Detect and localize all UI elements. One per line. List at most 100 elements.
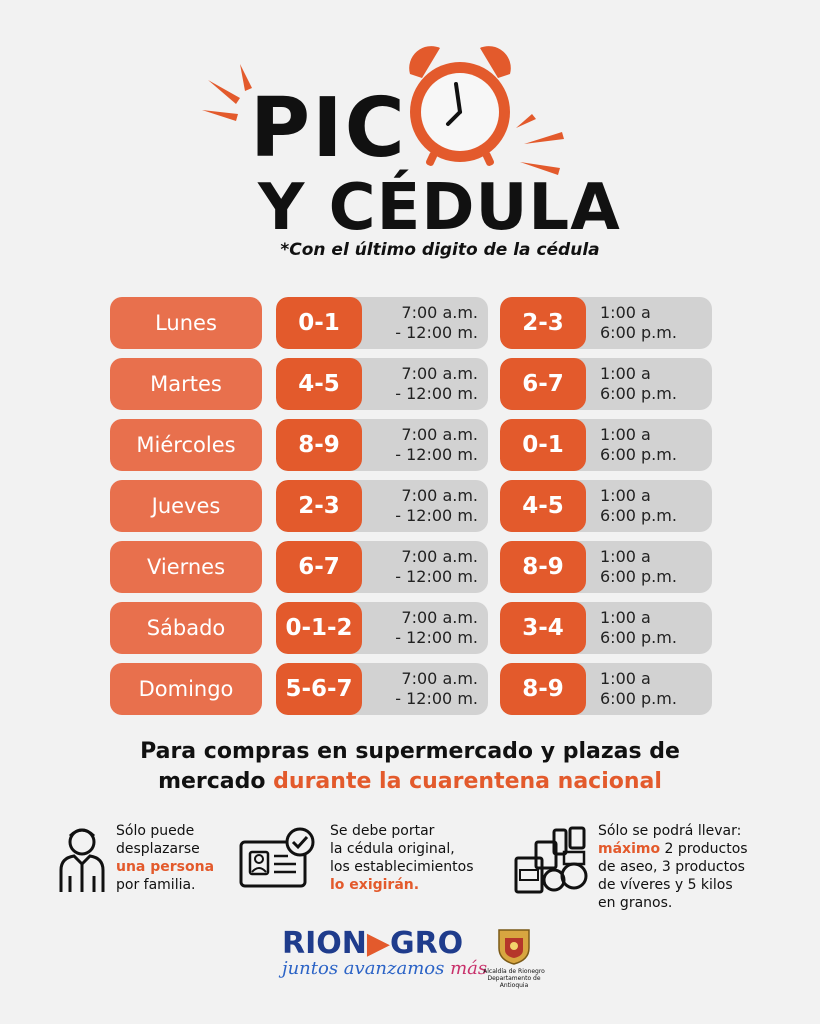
schedule-row: Domingo 5-6-7 7:00 a.m. - 12:00 m. 8-9 1… (110, 663, 712, 715)
day-label: Viernes (110, 541, 262, 593)
header: PIC Y CÉDULA *Con el último digito de la… (0, 0, 820, 270)
note-line-1: Para compras en supermercado y plazas de (140, 739, 680, 764)
day-label: Sábado (110, 602, 262, 654)
info-goods-line: de aseo, 3 productos (598, 859, 745, 875)
afternoon-time-end: 6:00 p.m. (600, 567, 677, 586)
afternoon-time-start: 1:00 a (600, 364, 651, 383)
afternoon-time-start: 1:00 a (600, 425, 651, 444)
afternoon-time-end: 6:00 p.m. (600, 628, 677, 647)
info-person-line: por familia. (116, 877, 196, 893)
morning-time: 7:00 a.m. - 12:00 m. (362, 297, 488, 349)
afternoon-time-end: 6:00 p.m. (600, 445, 677, 464)
schedule-row: Miércoles 8-9 7:00 a.m. - 12:00 m. 0-1 1… (110, 419, 712, 471)
afternoon-digits: 6-7 (500, 358, 586, 410)
afternoon-digits: 3-4 (500, 602, 586, 654)
alarm-burst-left-icon (202, 64, 252, 121)
afternoon-time: 1:00 a 6:00 p.m. (600, 358, 712, 410)
info-goods: Sólo se podrá llevar: máximo 2 productos… (598, 822, 748, 912)
info-goods-line: de víveres y 5 kilos (598, 877, 733, 893)
afternoon-time-start: 1:00 a (600, 547, 651, 566)
logo-part-b: GRO (389, 926, 464, 961)
afternoon-digits: 8-9 (500, 541, 586, 593)
morning-digits: 5-6-7 (276, 663, 362, 715)
morning-slot: 2-3 7:00 a.m. - 12:00 m. (276, 480, 488, 532)
info-id-line: la cédula original, (330, 841, 455, 857)
person-icon (59, 828, 105, 892)
afternoon-time: 1:00 a 6:00 p.m. (600, 663, 712, 715)
morning-slot: 6-7 7:00 a.m. - 12:00 m. (276, 541, 488, 593)
schedule-table: Lunes 0-1 7:00 a.m. - 12:00 m. 2-3 1:00 … (110, 297, 712, 724)
morning-slot: 0-1 7:00 a.m. - 12:00 m. (276, 297, 488, 349)
day-label: Martes (110, 358, 262, 410)
afternoon-time: 1:00 a 6:00 p.m. (600, 419, 712, 471)
afternoon-time-end: 6:00 p.m. (600, 323, 677, 342)
slogan-mas: más (450, 958, 488, 979)
afternoon-time: 1:00 a 6:00 p.m. (600, 480, 712, 532)
morning-slot: 0-1-2 7:00 a.m. - 12:00 m. (276, 602, 488, 654)
afternoon-slot: 2-3 1:00 a 6:00 p.m. (500, 297, 712, 349)
morning-time-start: 7:00 a.m. (401, 425, 478, 444)
logo-part-a: RION (282, 926, 367, 961)
morning-time-end: - 12:00 m. (395, 689, 478, 708)
note-line-2-plain: mercado (158, 769, 274, 794)
morning-digits: 4-5 (276, 358, 362, 410)
day-label: Miércoles (110, 419, 262, 471)
info-person: Sólo puede desplazarse una persona por f… (116, 822, 214, 894)
morning-time-end: - 12:00 m. (395, 506, 478, 525)
afternoon-time-start: 1:00 a (600, 486, 651, 505)
schedule-row: Sábado 0-1-2 7:00 a.m. - 12:00 m. 3-4 1:… (110, 602, 712, 654)
morning-digits: 2-3 (276, 480, 362, 532)
info-person-highlight: una persona (116, 859, 215, 875)
morning-time-end: - 12:00 m. (395, 384, 478, 403)
morning-digits: 6-7 (276, 541, 362, 593)
rionegro-logo: RION▶GRO (282, 926, 463, 961)
morning-time: 7:00 a.m. - 12:00 m. (362, 358, 488, 410)
info-id-line: Se debe portar (330, 823, 435, 839)
info-id-highlight: lo exigirán. (330, 877, 420, 893)
morning-time: 7:00 a.m. - 12:00 m. (362, 480, 488, 532)
afternoon-time-start: 1:00 a (600, 303, 651, 322)
info-person-line: Sólo puede (116, 823, 195, 839)
afternoon-slot: 8-9 1:00 a 6:00 p.m. (500, 663, 712, 715)
afternoon-time: 1:00 a 6:00 p.m. (600, 297, 712, 349)
info-goods-text: 2 productos (660, 841, 748, 857)
morning-time: 7:00 a.m. - 12:00 m. (362, 541, 488, 593)
afternoon-digits: 0-1 (500, 419, 586, 471)
afternoon-slot: 8-9 1:00 a 6:00 p.m. (500, 541, 712, 593)
alarm-burst-right-icon (516, 114, 564, 175)
day-label: Lunes (110, 297, 262, 349)
afternoon-time-end: 6:00 p.m. (600, 506, 677, 525)
note-line-2-highlight: durante la cuarentena nacional (273, 769, 662, 794)
afternoon-slot: 4-5 1:00 a 6:00 p.m. (500, 480, 712, 532)
schedule-row: Martes 4-5 7:00 a.m. - 12:00 m. 6-7 1:00… (110, 358, 712, 410)
day-label: Jueves (110, 480, 262, 532)
info-person-line: desplazarse (116, 841, 200, 857)
afternoon-slot: 3-4 1:00 a 6:00 p.m. (500, 602, 712, 654)
morning-digits: 0-1 (276, 297, 362, 349)
coat-of-arms-icon (498, 929, 530, 965)
slogan: juntos avanzamos más (282, 958, 487, 979)
info-goods-line: Sólo se podrá llevar: (598, 823, 742, 839)
afternoon-time-end: 6:00 p.m. (600, 689, 677, 708)
afternoon-digits: 8-9 (500, 663, 586, 715)
morning-time-end: - 12:00 m. (395, 628, 478, 647)
morning-time-start: 7:00 a.m. (401, 303, 478, 322)
afternoon-time-start: 1:00 a (600, 669, 651, 688)
morning-digits: 0-1-2 (276, 602, 362, 654)
afternoon-time: 1:00 a 6:00 p.m. (600, 541, 712, 593)
title-pico: PIC (250, 81, 407, 176)
alcaldia-line-1: Alcaldía de Rionegro (483, 968, 545, 975)
afternoon-time-start: 1:00 a (600, 608, 651, 627)
alcaldia-line-2: Departamento de Antioquia (487, 975, 541, 989)
morning-slot: 4-5 7:00 a.m. - 12:00 m. (276, 358, 488, 410)
afternoon-slot: 0-1 1:00 a 6:00 p.m. (500, 419, 712, 471)
morning-time-end: - 12:00 m. (395, 567, 478, 586)
alcaldia-text: Alcaldía de Rionegro Departamento de Ant… (480, 968, 548, 989)
morning-time-start: 7:00 a.m. (401, 608, 478, 627)
morning-time: 7:00 a.m. - 12:00 m. (362, 663, 488, 715)
afternoon-digits: 2-3 (500, 297, 586, 349)
groceries-icon (514, 826, 588, 894)
day-label: Domingo (110, 663, 262, 715)
schedule-row: Jueves 2-3 7:00 a.m. - 12:00 m. 4-5 1:00… (110, 480, 712, 532)
afternoon-digits: 4-5 (500, 480, 586, 532)
